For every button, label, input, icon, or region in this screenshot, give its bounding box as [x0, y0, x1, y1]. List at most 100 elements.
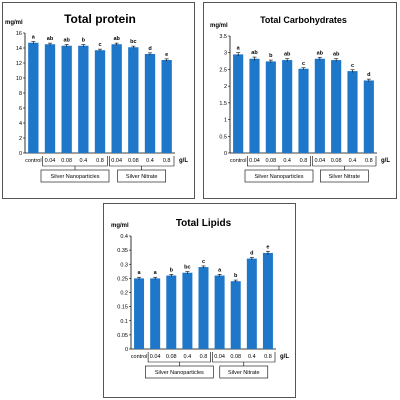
- category-label: 0.4: [283, 158, 291, 164]
- category-label: control: [25, 158, 42, 164]
- x-axis-unit: g/L: [280, 354, 289, 360]
- significance-letter: a: [32, 35, 36, 41]
- y-tick-label: 16: [16, 31, 22, 37]
- y-axis-unit: mg/ml: [5, 20, 23, 26]
- total-protein-chart: Total protein mg/ml 0 2 4 6 8 10 12 14 16 a control a…: [5, 12, 188, 183]
- significance-letter: ab: [113, 36, 120, 42]
- bar: [314, 58, 325, 153]
- bar: [363, 80, 374, 153]
- category-label: control: [230, 158, 247, 164]
- significance-letter: ab: [63, 38, 70, 44]
- significance-letter: ab: [47, 36, 54, 42]
- significance-letter: bc: [130, 39, 136, 45]
- y-tick-label: 0.2: [120, 291, 128, 297]
- bar: [246, 258, 257, 349]
- y-tick-label: 0.3: [120, 262, 128, 268]
- y-tick-label: 0.35: [117, 248, 128, 254]
- bar: [182, 272, 193, 349]
- category-label: 0.04: [249, 158, 260, 164]
- significance-letter: ab: [251, 50, 258, 56]
- significance-letter: ab: [284, 52, 291, 58]
- total-lipids-chart: Total Lipids mg/ml 0 0.05 0.1 0.15 0.2 0.25 0.3 0…: [111, 218, 289, 379]
- bar: [111, 44, 122, 153]
- category-label: 0.8: [264, 354, 272, 360]
- significance-letter: bc: [184, 265, 190, 271]
- category-label: 0.4: [349, 158, 357, 164]
- category-label: 0.8: [163, 158, 171, 164]
- category-label: 0.08: [230, 354, 241, 360]
- category-label: control: [131, 354, 148, 360]
- y-tick-label: 0: [224, 151, 227, 157]
- significance-letter: a: [218, 267, 222, 273]
- y-tick-label: 2: [19, 136, 22, 142]
- significance-letter: d: [367, 72, 370, 78]
- y-axis-unit: mg/ml: [210, 23, 228, 29]
- y-tick-label: 0: [19, 151, 22, 157]
- category-label: 0.8: [365, 158, 373, 164]
- y-tick-label: 0: [125, 347, 128, 353]
- group-label: Silver Nitrate: [329, 174, 360, 180]
- chart-title: Total Lipids: [176, 218, 232, 229]
- chart-panel-total-lipids: Total Lipids mg/ml 0 0.05 0.1 0.15 0.2 0.25 0.3 0…: [103, 203, 296, 398]
- group-label-box: [40, 169, 110, 183]
- bar: [298, 68, 309, 153]
- y-tick-label: 3.5: [219, 34, 227, 40]
- category-label: 0.8: [96, 158, 104, 164]
- category-label: 0.8: [200, 354, 208, 360]
- chart-panel-total-carbohydrates: Total Carbohydrates mg/ml 0 0.5 1 1.5 2 2.5 3 3.5…: [203, 2, 397, 199]
- significance-letter: c: [98, 42, 101, 48]
- group-label: Silver Nanoparticles: [255, 174, 304, 180]
- y-tick-label: 0.15: [117, 305, 128, 311]
- significance-letter: e: [165, 52, 168, 58]
- bar: [282, 60, 293, 153]
- bar: [262, 252, 273, 349]
- group-label: Silver Nanoparticles: [155, 370, 204, 376]
- bar: [331, 60, 342, 153]
- y-axis-unit: mg/ml: [111, 223, 129, 229]
- y-tick-label: 0.4: [120, 234, 128, 240]
- x-axis-unit: g/L: [381, 158, 390, 164]
- total-carbohydrates-chart: Total Carbohydrates mg/ml 0 0.5 1 1.5 2 2.5 3 3.5…: [210, 15, 390, 183]
- category-label: 0.04: [111, 158, 122, 164]
- category-label: 0.08: [265, 158, 276, 164]
- chart-panel-total-protein: Total protein mg/ml 0 2 4 6 8 10 12 14 16 a control a…: [2, 2, 195, 199]
- significance-letter: ab: [333, 52, 340, 58]
- significance-letter: e: [266, 244, 269, 250]
- y-tick-label: 10: [16, 76, 22, 82]
- group-label-box: [320, 169, 369, 183]
- significance-letter: c: [302, 61, 305, 67]
- significance-letter: c: [202, 259, 205, 265]
- group-label-box: [244, 169, 314, 183]
- category-label: 0.04: [214, 354, 225, 360]
- bar: [249, 58, 260, 153]
- group-label-box: [145, 365, 214, 379]
- chart-title: Total protein: [64, 12, 136, 26]
- y-tick-label: 2: [224, 84, 227, 90]
- category-label: 0.08: [128, 158, 139, 164]
- y-tick-label: 1: [224, 118, 227, 124]
- bar: [230, 281, 241, 349]
- bar: [265, 61, 276, 153]
- group-label: Silver Nitrate: [126, 174, 157, 180]
- y-tick-label: 3: [224, 51, 227, 57]
- y-tick-label: 0.25: [117, 276, 128, 282]
- bar: [28, 42, 39, 153]
- chart-title: Total Carbohydrates: [260, 15, 347, 25]
- y-tick-label: 0.5: [219, 134, 227, 140]
- group-label-box: [219, 365, 269, 379]
- y-tick-label: 1.5: [219, 101, 227, 107]
- significance-letter: b: [82, 38, 86, 44]
- bar: [161, 60, 172, 153]
- bar: [134, 278, 145, 349]
- category-label: 0.04: [314, 158, 325, 164]
- significance-letter: b: [234, 273, 238, 279]
- y-tick-label: 4: [19, 121, 22, 127]
- y-tick-label: 0.05: [117, 333, 128, 339]
- significance-letter: d: [148, 46, 151, 52]
- bar: [198, 267, 209, 349]
- bar: [214, 275, 225, 349]
- y-tick-label: 0.1: [120, 319, 128, 325]
- category-label: 0.4: [80, 158, 88, 164]
- category-label: 0.08: [166, 354, 177, 360]
- significance-letter: ab: [317, 50, 324, 56]
